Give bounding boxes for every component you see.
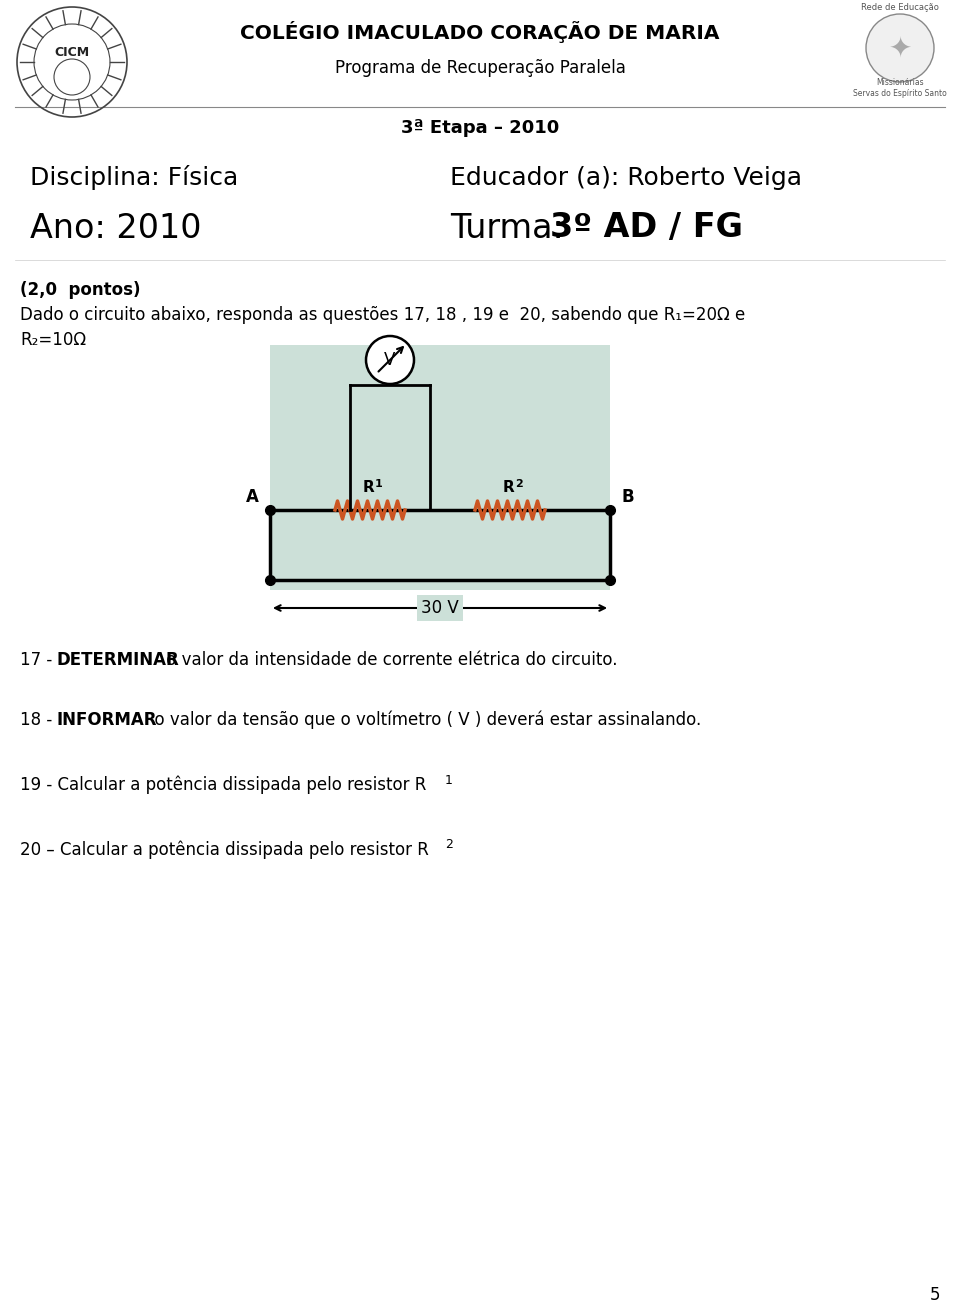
Text: 3º AD / FG: 3º AD / FG	[550, 211, 743, 244]
Text: Disciplina: Física: Disciplina: Física	[30, 165, 238, 190]
Text: V: V	[384, 351, 396, 369]
Circle shape	[866, 14, 934, 81]
Text: Missionárias
Servas do Espírito Santo: Missionárias Servas do Espírito Santo	[853, 77, 947, 98]
Bar	[270, 345, 610, 590]
Text: Ano: 2010: Ano: 2010	[30, 211, 202, 244]
Text: Dado o circuito abaixo, responda as questões 17, 18 , 19 e  20, sabendo que R₁=2: Dado o circuito abaixo, responda as ques…	[20, 306, 745, 324]
Text: R₂=10Ω: R₂=10Ω	[20, 331, 86, 349]
Text: DETERMINAR: DETERMINAR	[56, 651, 179, 670]
Text: CICM: CICM	[55, 46, 89, 59]
Text: 19 - Calcular a potência dissipada pelo resistor R: 19 - Calcular a potência dissipada pelo …	[20, 776, 426, 794]
Text: 2: 2	[516, 479, 523, 488]
Text: A: A	[246, 488, 258, 506]
Text: (2,0  pontos): (2,0 pontos)	[20, 281, 140, 299]
Text: 1: 1	[375, 479, 383, 488]
Text: Turma:: Turma:	[450, 211, 574, 244]
Text: 20 – Calcular a potência dissipada pelo resistor R: 20 – Calcular a potência dissipada pelo …	[20, 840, 429, 859]
Text: 3ª Etapa – 2010: 3ª Etapa – 2010	[401, 119, 559, 137]
Circle shape	[366, 336, 414, 383]
Text: 5: 5	[929, 1285, 940, 1304]
Text: ✦: ✦	[888, 34, 912, 62]
Text: o valor da tensão que o voltímetro ( V ) deverá estar assinalando.: o valor da tensão que o voltímetro ( V )…	[144, 710, 701, 729]
Text: 30 V: 30 V	[421, 599, 459, 617]
Text: Programa de Recuperação Paralela: Programa de Recuperação Paralela	[335, 59, 625, 77]
Circle shape	[54, 59, 90, 95]
Text: R: R	[362, 481, 373, 495]
Text: Rede de Educação: Rede de Educação	[861, 4, 939, 13]
Text: 18 -: 18 -	[20, 712, 58, 729]
Text: 1: 1	[445, 773, 453, 786]
Text: o valor da intensidade de corrente elétrica do circuito.: o valor da intensidade de corrente elétr…	[161, 651, 617, 670]
Text: COLÉGIO IMACULADO CORAÇÃO DE MARIA: COLÉGIO IMACULADO CORAÇÃO DE MARIA	[240, 21, 720, 43]
Text: Educador (a): Roberto Veiga: Educador (a): Roberto Veiga	[450, 165, 802, 190]
Text: INFORMAR: INFORMAR	[56, 712, 156, 729]
Text: 17 -: 17 -	[20, 651, 58, 670]
Text: 2: 2	[445, 839, 453, 852]
Text: R: R	[502, 481, 514, 495]
Text: B: B	[622, 488, 635, 506]
